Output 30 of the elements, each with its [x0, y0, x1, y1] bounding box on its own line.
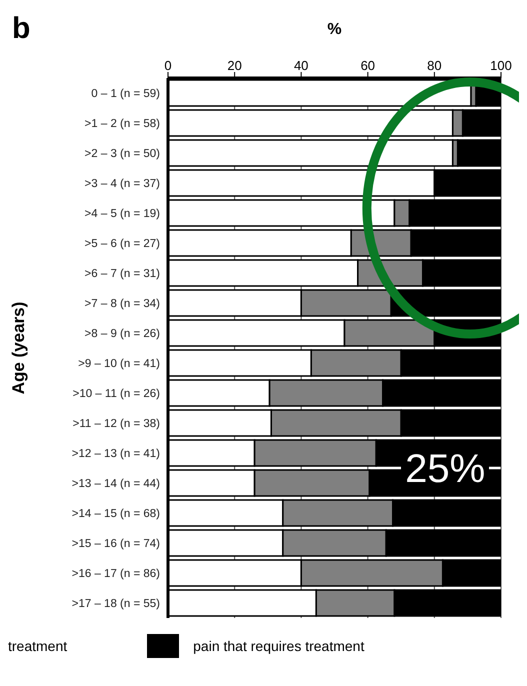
y-tick-label: >15 – 16 (n = 74) [72, 538, 160, 550]
y-tick-label: >4 – 5 (n = 19) [84, 208, 160, 220]
y-tick-label: >6 – 7 (n = 31) [84, 268, 160, 280]
y-tick-label: >9 – 10 (n = 41) [78, 358, 160, 370]
y-tick-label: >1 – 2 (n = 58) [84, 118, 160, 130]
y-tick-label: >13 – 14 (n = 44) [72, 478, 160, 490]
y-tick-label: >3 – 4 (n = 37) [84, 178, 160, 190]
y-tick-label: >11 – 12 (n = 38) [72, 418, 160, 430]
y-tick-label: >5 – 6 (n = 27) [84, 238, 160, 250]
y-tick-label: >2 – 3 (n = 50) [84, 148, 160, 160]
y-tick-label: >7 – 8 (n = 34) [84, 298, 160, 310]
x-tick-label: 40 [294, 58, 308, 73]
y-axis-title: Age (years) [9, 302, 28, 394]
legend-label: pain that requires treatment [193, 638, 364, 654]
text: treatment [8, 638, 68, 654]
y-tick-label: >10 – 11 (n = 26) [72, 388, 160, 400]
x-tick-label: 0 [164, 58, 172, 73]
x-tick-label: 20 [227, 58, 242, 73]
x-tick-label: 80 [427, 58, 442, 73]
text: b [12, 12, 30, 46]
y-tick-label: >17 – 18 (n = 55) [72, 598, 160, 610]
x-tick-label: 100 [490, 58, 512, 73]
y-tick-label: >12 – 13 (n = 41) [72, 448, 160, 460]
y-tick-label: >16 – 17 (n = 86) [72, 568, 160, 580]
y-tick-label: >14 – 15 (n = 68) [72, 508, 160, 520]
annotation: 25% [401, 447, 490, 491]
y-tick-label: 0 – 1 (n = 59) [91, 88, 160, 100]
x-axis-title: % [327, 21, 342, 38]
y-tick-label: >8 – 9 (n = 26) [84, 328, 160, 340]
x-tick-label: 60 [360, 58, 376, 73]
